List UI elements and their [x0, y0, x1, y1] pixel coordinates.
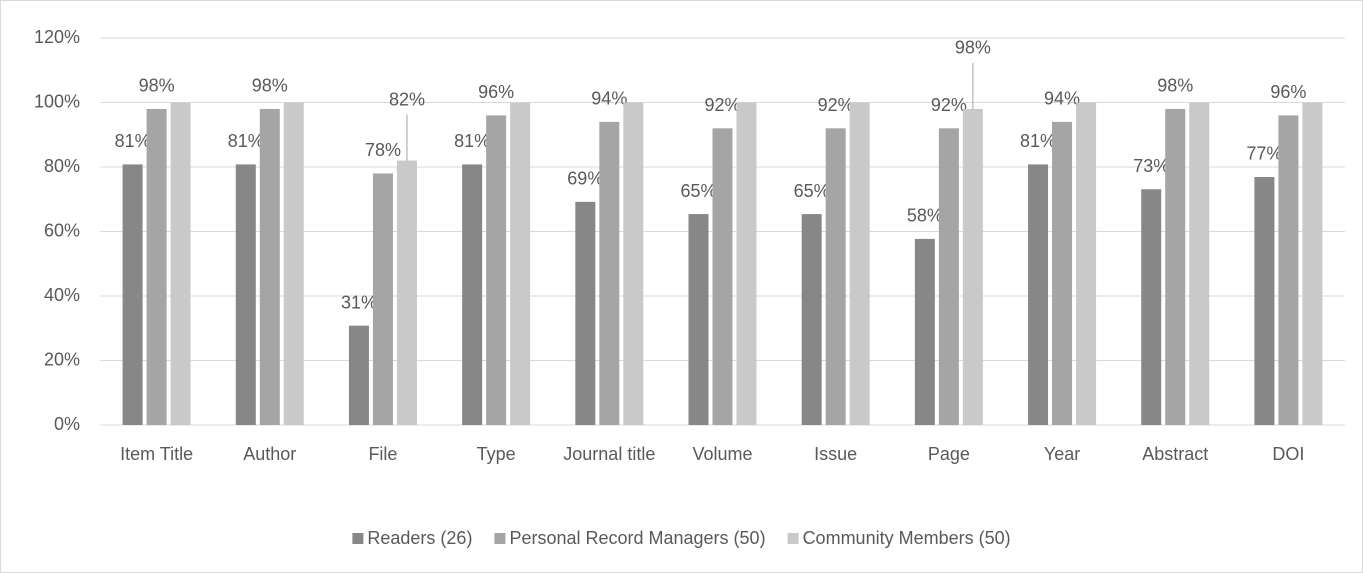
data-label: 81% — [454, 131, 490, 151]
bar — [146, 108, 167, 425]
bar — [1052, 121, 1073, 425]
y-tick-label: 60% — [44, 220, 80, 240]
data-label: 98% — [252, 76, 288, 96]
data-label: 69% — [567, 169, 603, 189]
x-tick-label: DOI — [1272, 444, 1304, 464]
x-tick-label: Abstract — [1142, 444, 1208, 464]
data-label: 81% — [1020, 131, 1056, 151]
bar — [1254, 176, 1275, 425]
y-tick-label: 120% — [34, 27, 80, 47]
data-label: 77% — [1246, 144, 1282, 164]
bar — [1028, 164, 1049, 426]
data-label: 81% — [228, 131, 264, 151]
legend-label: Personal Record Managers (50) — [509, 528, 765, 548]
y-tick-label: 0% — [54, 414, 80, 434]
data-label: 94% — [1044, 89, 1080, 109]
data-label: 92% — [818, 95, 854, 115]
legend-label: Readers (26) — [367, 528, 472, 548]
x-tick-label: Journal title — [563, 444, 655, 464]
y-tick-label: 100% — [34, 91, 80, 111]
bar — [1302, 102, 1323, 425]
x-tick-label: Page — [928, 444, 970, 464]
bar — [962, 108, 983, 425]
data-label: 98% — [955, 38, 991, 58]
bar — [1189, 102, 1210, 425]
bar — [1278, 115, 1299, 426]
bar — [623, 102, 644, 425]
y-tick-label: 20% — [44, 349, 80, 369]
data-label: 98% — [139, 76, 175, 96]
bar — [736, 102, 757, 425]
bar — [510, 102, 531, 425]
legend-swatch — [787, 533, 799, 544]
data-label: 65% — [794, 181, 830, 201]
bar — [170, 102, 191, 425]
data-label: 31% — [341, 292, 377, 312]
bar — [122, 164, 143, 426]
bar — [348, 325, 369, 425]
data-label: 94% — [591, 89, 627, 109]
x-tick-label: Volume — [692, 444, 752, 464]
x-tick-label: Year — [1044, 444, 1080, 464]
bar — [914, 238, 935, 425]
data-label: 73% — [1133, 156, 1169, 176]
data-label: 82% — [389, 89, 425, 109]
bar — [486, 115, 507, 426]
data-label: 96% — [478, 82, 514, 102]
data-label: 92% — [931, 95, 967, 115]
data-label: 65% — [680, 181, 716, 201]
bar — [1165, 108, 1186, 425]
bar — [462, 164, 483, 426]
bar — [283, 102, 304, 425]
legend-swatch — [352, 533, 364, 544]
y-tick-label: 80% — [44, 156, 80, 176]
bar — [801, 214, 822, 425]
bar — [575, 201, 596, 425]
legend-swatch — [494, 533, 506, 544]
x-tick-label: Author — [243, 444, 296, 464]
bar — [599, 121, 620, 425]
x-tick-label: File — [368, 444, 397, 464]
x-tick-label: Item Title — [120, 444, 193, 464]
bar — [938, 128, 959, 426]
data-label: 78% — [365, 140, 401, 160]
data-label: 92% — [704, 95, 740, 115]
bar — [1076, 102, 1097, 425]
bar — [372, 173, 393, 425]
bar — [259, 108, 280, 425]
x-tick-label: Type — [477, 444, 516, 464]
bar — [396, 160, 417, 426]
y-tick-label: 40% — [44, 285, 80, 305]
bar — [235, 164, 256, 426]
data-label: 96% — [1270, 82, 1306, 102]
bar — [688, 214, 709, 425]
x-tick-label: Issue — [814, 444, 857, 464]
legend-label: Community Members (50) — [803, 528, 1011, 548]
bar — [712, 128, 733, 426]
bar — [825, 128, 846, 426]
data-label: 58% — [907, 206, 943, 226]
data-label: 98% — [1157, 76, 1193, 96]
bar — [849, 102, 870, 425]
bar — [1141, 189, 1162, 425]
data-label: 81% — [115, 131, 151, 151]
